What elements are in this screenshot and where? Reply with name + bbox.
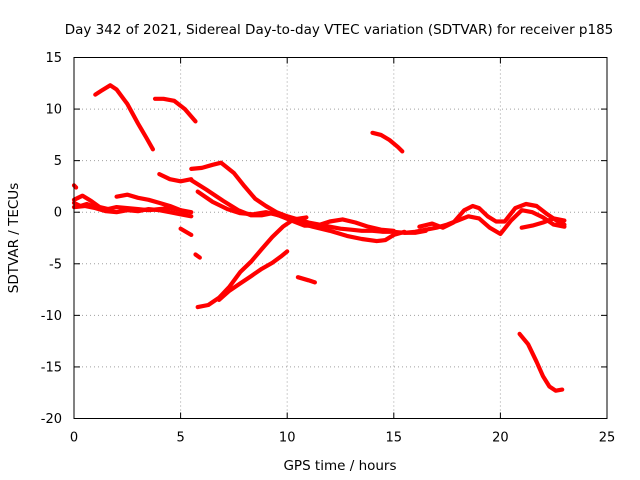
- series-arc-21: [517, 331, 565, 393]
- x-tick-label: 25: [599, 431, 616, 446]
- axis-ticks: [73, 57, 608, 419]
- series-arc-3: [370, 130, 405, 154]
- y-tick-label: -5: [49, 257, 62, 272]
- y-tick-label: -10: [41, 309, 62, 324]
- x-axis-label: GPS time / hours: [283, 458, 396, 474]
- gridlines: [74, 57, 607, 419]
- series-arc-4: [157, 172, 194, 184]
- y-tick-label: 5: [54, 154, 62, 169]
- series-arc-8: [195, 215, 309, 310]
- y-tick-label: 10: [45, 103, 62, 118]
- series-arc-5: [189, 160, 428, 235]
- series-arc-20: [519, 216, 567, 230]
- series-arc-18: [402, 208, 567, 236]
- series-arc-10: [295, 275, 317, 285]
- x-tick-label: 5: [176, 431, 184, 446]
- y-tick-label: 15: [45, 51, 62, 66]
- plot-frame: [73, 57, 608, 419]
- series-arc-16: [71, 200, 98, 210]
- x-tick-label: 10: [279, 431, 296, 446]
- series-arc-1: [93, 83, 155, 152]
- y-tick-label: -20: [41, 412, 62, 427]
- series-arc-11: [178, 226, 194, 237]
- series-arc-12: [193, 252, 202, 260]
- series-arc-2: [152, 96, 198, 124]
- y-tick-labels: 15 10 5 0 -5 -10 -15 -20: [41, 51, 62, 427]
- data-series: [71, 83, 567, 393]
- chart-title: Day 342 of 2021, Sidereal Day-to-day VTE…: [65, 22, 614, 38]
- series-arc-19: [417, 201, 567, 230]
- x-tick-label: 20: [492, 431, 509, 446]
- y-tick-label: 0: [54, 206, 62, 221]
- series-arc-7: [195, 189, 396, 233]
- y-axis-label: SDTVAR / TECUs: [6, 183, 22, 293]
- x-tick-label: 15: [386, 431, 403, 446]
- y-tick-label: -15: [41, 360, 62, 375]
- series-arc-15: [114, 192, 190, 215]
- series-arc-9: [216, 249, 290, 302]
- x-tick-label: 0: [70, 431, 78, 446]
- x-tick-labels: 0 5 10 15 20 25: [70, 431, 615, 446]
